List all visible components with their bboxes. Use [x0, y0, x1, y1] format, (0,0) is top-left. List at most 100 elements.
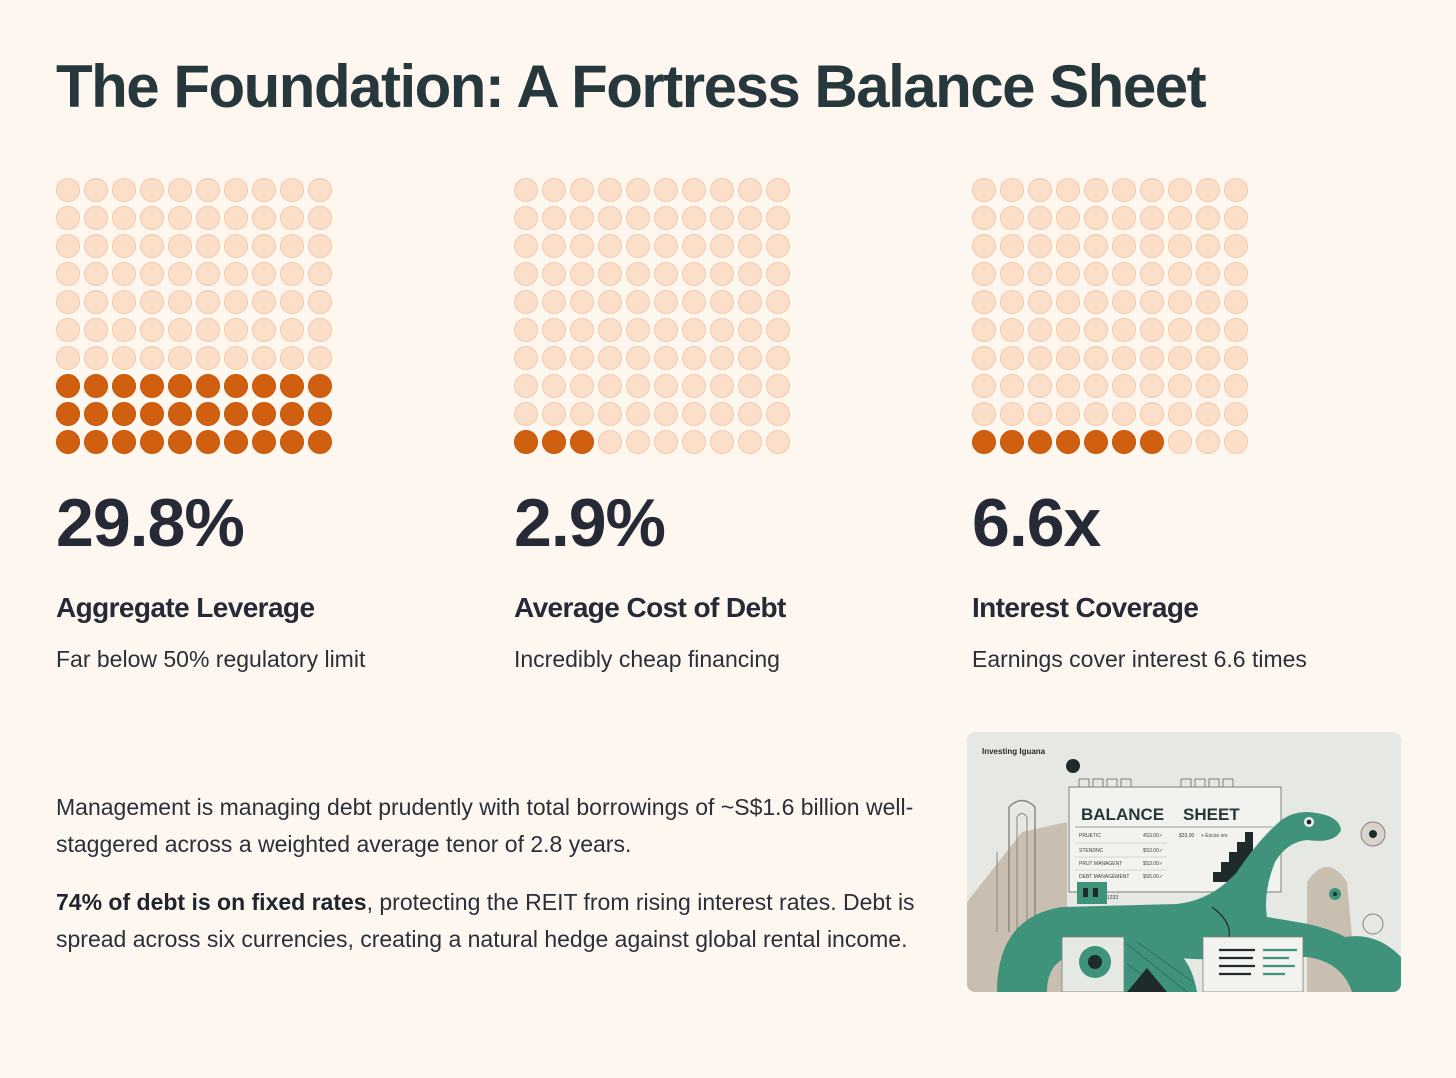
empty-dot — [1056, 374, 1080, 398]
empty-dot — [1168, 374, 1192, 398]
empty-dot — [308, 346, 332, 370]
metric-value: 2.9% — [514, 485, 666, 561]
empty-dot — [972, 346, 996, 370]
empty-dot — [1084, 374, 1108, 398]
empty-dot — [542, 206, 566, 230]
empty-dot — [514, 178, 538, 202]
empty-dot — [1028, 374, 1052, 398]
empty-dot — [682, 290, 706, 314]
empty-dot — [710, 262, 734, 286]
empty-dot — [308, 290, 332, 314]
empty-dot — [1224, 290, 1248, 314]
empty-dot — [542, 290, 566, 314]
empty-dot — [1084, 262, 1108, 286]
empty-dot — [1056, 318, 1080, 342]
empty-dot — [654, 430, 678, 454]
empty-dot — [112, 234, 136, 258]
metric-interest-coverage: 6.6x Interest Coverage Earnings cover in… — [972, 178, 1392, 672]
empty-dot — [1112, 402, 1136, 426]
empty-dot — [168, 290, 192, 314]
filled-dot — [84, 402, 108, 426]
empty-dot — [1196, 374, 1220, 398]
empty-dot — [1168, 206, 1192, 230]
empty-dot — [514, 234, 538, 258]
empty-dot — [1000, 374, 1024, 398]
empty-dot — [542, 374, 566, 398]
empty-dot — [112, 206, 136, 230]
empty-dot — [972, 290, 996, 314]
empty-dot — [710, 402, 734, 426]
extra-amount: $33.00 — [1179, 833, 1195, 839]
empty-dot — [766, 234, 790, 258]
empty-dot — [1056, 206, 1080, 230]
extra-note: + Excoo ors — [1201, 833, 1228, 839]
empty-dot — [1000, 346, 1024, 370]
empty-dot — [1000, 290, 1024, 314]
empty-dot — [1084, 318, 1108, 342]
empty-dot — [570, 234, 594, 258]
empty-dot — [84, 346, 108, 370]
empty-dot — [252, 262, 276, 286]
empty-dot — [972, 178, 996, 202]
empty-dot — [514, 206, 538, 230]
filled-dot — [56, 402, 80, 426]
empty-dot — [598, 346, 622, 370]
empty-dot — [1112, 178, 1136, 202]
filled-dot — [514, 430, 538, 454]
empty-dot — [598, 374, 622, 398]
empty-dot — [280, 262, 304, 286]
filled-dot — [1056, 430, 1080, 454]
empty-dot — [1168, 262, 1192, 286]
filled-dot — [224, 402, 248, 426]
empty-dot — [1056, 346, 1080, 370]
empty-dot — [1168, 178, 1192, 202]
empty-dot — [140, 262, 164, 286]
filled-dot — [308, 430, 332, 454]
empty-dot — [682, 262, 706, 286]
fixed-rate-highlight: 74% of debt is on fixed rates — [56, 889, 367, 915]
empty-dot — [766, 262, 790, 286]
filled-dot — [196, 430, 220, 454]
filled-dot — [280, 374, 304, 398]
empty-dot — [252, 206, 276, 230]
empty-dot — [1224, 262, 1248, 286]
metric-label: Interest Coverage — [972, 592, 1199, 623]
empty-dot — [1140, 206, 1164, 230]
empty-dot — [1224, 178, 1248, 202]
empty-dot — [196, 318, 220, 342]
filled-dot — [168, 374, 192, 398]
empty-dot — [1112, 374, 1136, 398]
dark-circle-icon — [1066, 759, 1080, 773]
empty-dot — [542, 234, 566, 258]
empty-dot — [1224, 402, 1248, 426]
empty-dot — [196, 346, 220, 370]
filled-dot — [224, 374, 248, 398]
empty-dot — [224, 290, 248, 314]
empty-dot — [682, 234, 706, 258]
empty-dot — [1028, 234, 1052, 258]
row-label: PRUETIC — [1079, 833, 1101, 839]
filled-dot — [224, 430, 248, 454]
empty-dot — [1196, 234, 1220, 258]
empty-dot — [542, 318, 566, 342]
empty-dot — [654, 178, 678, 202]
empty-dot — [682, 374, 706, 398]
empty-dot — [598, 206, 622, 230]
empty-dot — [682, 178, 706, 202]
empty-dot — [1028, 402, 1052, 426]
metric-label: Aggregate Leverage — [56, 592, 315, 623]
empty-dot — [1224, 234, 1248, 258]
empty-dot — [598, 430, 622, 454]
empty-dot — [56, 234, 80, 258]
balance-sheet-illustration: Investing Iguana BALANCE SHEET PRUETIC 4… — [967, 732, 1401, 992]
empty-dot — [1140, 346, 1164, 370]
empty-dot — [140, 318, 164, 342]
empty-dot — [710, 290, 734, 314]
empty-dot — [1168, 234, 1192, 258]
filled-dot — [84, 374, 108, 398]
empty-dot — [1140, 374, 1164, 398]
empty-dot — [682, 402, 706, 426]
empty-dot — [542, 178, 566, 202]
empty-dot — [140, 206, 164, 230]
empty-dot — [710, 346, 734, 370]
